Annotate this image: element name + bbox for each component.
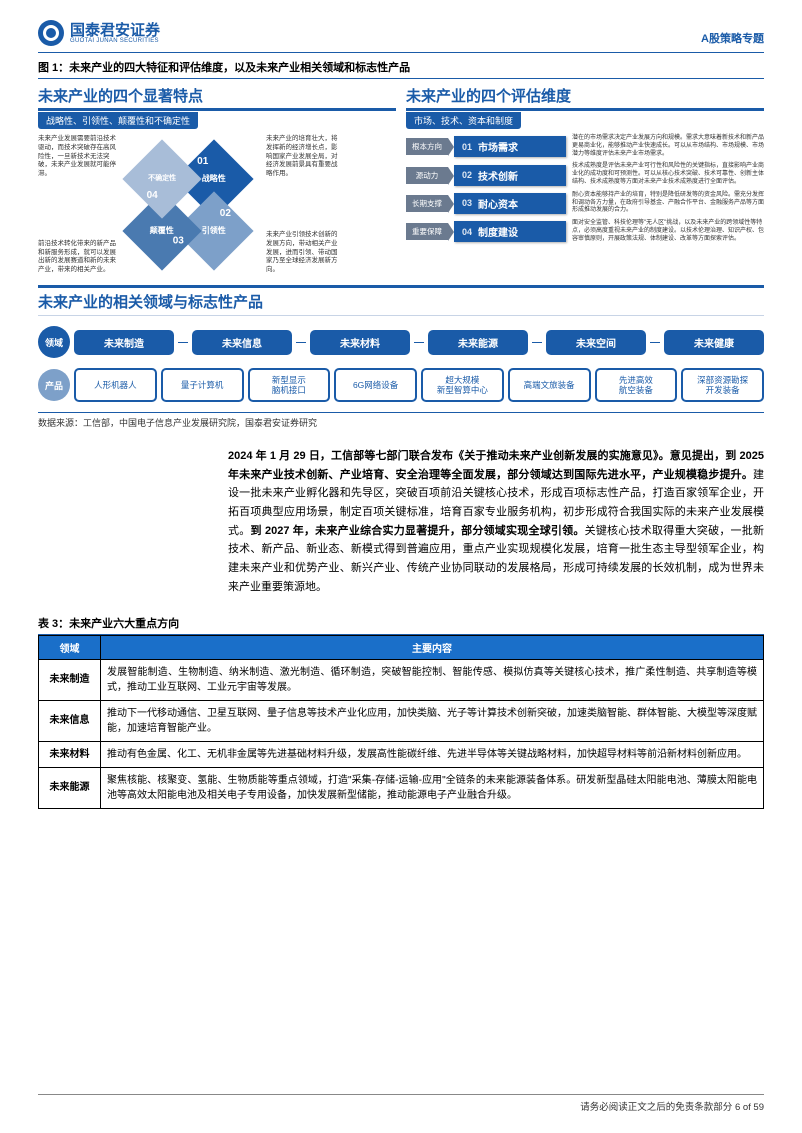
char-text-bl: 前沿技术转化带来的新产品和新服务形成，就可以发展出新的发展赛道和新的未来产业，带… (38, 240, 118, 275)
eval-desc: 面对安全监管、科技伦理等"无人区"挑战，以及未来产业的跨领域性等特点，必须高度重… (572, 220, 764, 243)
product-box: 新型显示脑机接口 (248, 368, 331, 402)
domain-dash-icon: — (650, 337, 660, 348)
domain-row-areas: 领域 未来制造 — 未来信息 — 未来材料 — 未来能源 — 未来空间 — 未来健康 (38, 326, 764, 358)
table-cell-content: 发展智能制造、生物制造、纳米制造、激光制造、循环制造，突破智能控制、智能传感、模… (101, 659, 764, 700)
product-box: 6G网络设备 (334, 368, 417, 402)
domain-pill: 未来健康 (664, 330, 764, 355)
domain-dash-icon: — (414, 337, 424, 348)
eval-label: 制度建设 (478, 224, 518, 239)
dimensions-subtitle: 市场、技术、资本和制度 (406, 112, 521, 129)
figure1-infographic: 未来产业的四个显著特点 战略性、引领性、颠覆性和不确定性 未来产业发展需要前沿技… (38, 85, 764, 408)
figure1-title: 图 1：未来产业的四大特征和评估维度，以及未来产业相关领域和标志性产品 (38, 59, 764, 79)
company-name-cn: 国泰君安证券 (70, 23, 160, 38)
eval-num: 03 (462, 198, 472, 208)
eval-row: 重要保障 04 制度建设 面对安全监管、科技伦理等"无人区"挑战，以及未来产业的跨领域… (406, 220, 764, 243)
eval-row: 长期支撑 03 耐心资本 耐心资本能够持产业的培育，特别是降低研发等的资金风险。需充分… (406, 192, 764, 215)
product-box: 高端文旅装备 (508, 368, 591, 402)
domain-pill: 未来信息 (192, 330, 292, 355)
eval-tag: 重要保障 (406, 223, 448, 240)
eval-num: 02 (462, 170, 472, 180)
eval-box: 02 技术创新 (454, 165, 566, 186)
table-row: 未来材料推动有色金属、化工、无机非金属等先进基础材料升级，发展高性能碳纤维、先进… (39, 741, 764, 767)
table3: 领域 主要内容 未来制造发展智能制造、生物制造、纳米制造、激光制造、循环制造，突… (38, 635, 764, 809)
eval-tag: 长期支撑 (406, 195, 448, 212)
diamond-num-02: 02 (220, 208, 231, 219)
domain-pill: 未来能源 (428, 330, 528, 355)
table-cell-domain: 未来能源 (39, 767, 101, 808)
product-box: 深部资源勘探开发装备 (681, 368, 764, 402)
four-characteristics-panel: 未来产业的四个显著特点 战略性、引领性、颠覆性和不确定性 未来产业发展需要前沿技… (38, 85, 396, 275)
table-cell-content: 聚焦核能、核聚变、氢能、生物质能等重点领域，打造"采集-存储-运输-应用"全链条… (101, 767, 764, 808)
table-row: 未来能源聚焦核能、核聚变、氢能、生物质能等重点领域，打造"采集-存储-运输-应用… (39, 767, 764, 808)
diamond-label-02: 引领性 (202, 227, 226, 236)
diamond-label-01: 战略性 (202, 175, 226, 184)
eval-row: 源动力 02 技术创新 技术成熟度是评估未来产业可行性和风险性的关键指标，直接影响产业… (406, 163, 764, 186)
domain-dash-icon: — (296, 337, 306, 348)
body-p2-bold: 到 2027 年，未来产业综合实力显著提升，部分领域实现全球引领。 (250, 525, 584, 537)
body-p1-bold: 2024 年 1 月 29 日，工信部等七部门联合发布《关于推动未来产业创新发展… (228, 450, 764, 481)
eval-tag: 根本方向 (406, 138, 448, 155)
table3-title: 表 3：未来产业六大重点方向 (38, 615, 764, 635)
domain-row-label-1: 领域 (38, 326, 70, 358)
product-box: 人形机器人 (74, 368, 157, 402)
table3-header-col1: 领域 (39, 635, 101, 659)
eval-desc: 耐心资本能够持产业的培育，特别是降低研发等的资金风险。需充分发挥和调动各方力量，… (572, 192, 764, 215)
eval-label: 耐心资本 (478, 196, 518, 211)
diamond-num-01: 01 (197, 156, 208, 167)
characteristics-title: 未来产业的四个显著特点 (38, 85, 396, 111)
eval-label: 技术创新 (478, 168, 518, 183)
diamond-diagram: 01 战略性 02 引领性 03 颠覆性 04 不确定性 (122, 135, 262, 275)
four-dimensions-panel: 未来产业的四个评估维度 市场、技术、资本和制度 根本方向 01 市场需求 潜在的市场需… (406, 85, 764, 275)
eval-num: 04 (462, 227, 472, 237)
table-row: 未来信息推动下一代移动通信、卫星互联网、量子信息等技术产业化应用，加快类脑、光子… (39, 700, 764, 741)
company-logo-icon (38, 20, 64, 46)
eval-row: 根本方向 01 市场需求 潜在的市场需求决定产业发展方向和规模。需求大意味着新技术和新… (406, 135, 764, 158)
table3-header-col2: 主要内容 (101, 635, 764, 659)
page-header: 国泰君安证券 GUOTAI JUNAN SECURITIES A股策略专题 (38, 20, 764, 53)
diamond-label-03: 颠覆性 (150, 227, 174, 236)
diamond-num-04: 04 (146, 190, 157, 201)
domain-dash-icon: — (532, 337, 542, 348)
domain-dash-icon: — (178, 337, 188, 348)
char-text-br: 未来产业引领技术创新的发展方向，带动相关产业发展，进而引领、带动国家乃至全球经济… (266, 231, 340, 275)
diamond-num-03: 03 (173, 235, 184, 246)
page-footer: 请务必阅读正文之后的免责条款部分 6 of 59 (38, 1094, 764, 1113)
footer-page: 6 of 59 (735, 1102, 764, 1113)
table-cell-domain: 未来材料 (39, 741, 101, 767)
figure1-source: 数据来源：工信部，中国电子信息产业发展研究院，国泰君安证券研究 (38, 412, 764, 429)
product-box: 先进高效航空装备 (595, 368, 678, 402)
domain-pill: 未来空间 (546, 330, 646, 355)
eval-desc: 潜在的市场需求决定产业发展方向和规模。需求大意味着新技术和新产品更易商业化，能够… (572, 135, 764, 158)
company-name-en: GUOTAI JUNAN SECURITIES (70, 38, 160, 44)
char-text-tr: 未来产业的培育壮大，将发挥新的经济增长点，影响国家产业发展全局，对经济发展前景具… (266, 135, 340, 179)
eval-label: 市场需求 (478, 139, 518, 154)
domain-row-label-2: 产品 (38, 369, 70, 401)
table-cell-domain: 未来信息 (39, 700, 101, 741)
product-box: 超大规模新型智算中心 (421, 368, 504, 402)
header-topic: A股策略专题 (701, 30, 764, 46)
dimensions-title: 未来产业的四个评估维度 (406, 85, 764, 111)
eval-box: 03 耐心资本 (454, 193, 566, 214)
eval-num: 01 (462, 142, 472, 152)
table-row: 未来制造发展智能制造、生物制造、纳米制造、激光制造、循环制造，突破智能控制、智能… (39, 659, 764, 700)
domain-pill: 未来材料 (310, 330, 410, 355)
eval-desc: 技术成熟度是评估未来产业可行性和风险性的关键指标，直接影响产业商业化的成功度和可… (572, 163, 764, 186)
domain-pill: 未来制造 (74, 330, 174, 355)
char-text-tl: 未来产业发展需要前沿技术驱动，而技术突破存在高风险性，一旦新技术无法突破，未来产… (38, 135, 118, 179)
body-paragraph: 2024 年 1 月 29 日，工信部等七部门联合发布《关于推动未来产业创新发展… (228, 447, 764, 597)
eval-box: 04 制度建设 (454, 221, 566, 242)
characteristics-subtitle: 战略性、引领性、颠覆性和不确定性 (38, 112, 198, 129)
table-cell-content: 推动有色金属、化工、无机非金属等先进基础材料升级，发展高性能碳纤维、先进半导体等… (101, 741, 764, 767)
domains-title: 未来产业的相关领域与标志性产品 (38, 285, 764, 316)
eval-box: 01 市场需求 (454, 136, 566, 157)
eval-tag: 源动力 (406, 167, 448, 184)
table-cell-content: 推动下一代移动通信、卫星互联网、量子信息等技术产业化应用，加快类脑、光子等计算技… (101, 700, 764, 741)
table-cell-domain: 未来制造 (39, 659, 101, 700)
footer-disclaimer: 请务必阅读正文之后的免责条款部分 (580, 1102, 732, 1113)
diamond-label-04: 不确定性 (148, 175, 176, 183)
logo-block: 国泰君安证券 GUOTAI JUNAN SECURITIES (38, 20, 160, 46)
domain-row-products: 产品 人形机器人量子计算机新型显示脑机接口6G网络设备超大规模新型智算中心高端文… (38, 368, 764, 402)
product-box: 量子计算机 (161, 368, 244, 402)
